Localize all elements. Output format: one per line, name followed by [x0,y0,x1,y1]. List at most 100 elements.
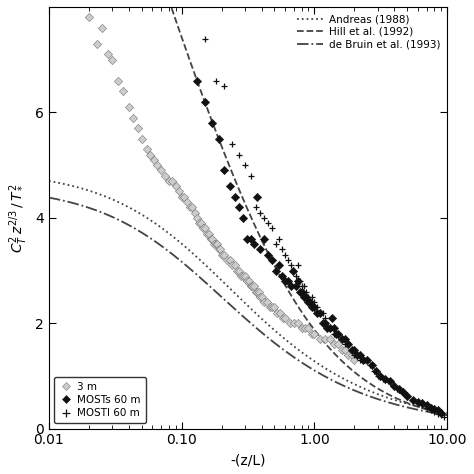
Point [345,351,352,359]
Point [351,346,358,353]
Andreas (1988) [346,379,352,384]
Point [125,103,133,111]
Point [321,319,329,327]
Point [434,410,442,418]
Hill et al. (1992) [226,163,232,168]
Point [261,214,268,221]
Point [231,262,238,269]
Point [287,283,294,290]
Point [109,56,116,64]
Point [310,330,318,337]
Point [303,288,310,295]
Point [313,309,321,317]
Point [292,272,299,280]
Point [294,277,301,285]
Point [205,230,212,237]
Point [307,298,314,306]
Point [209,235,216,243]
Point [199,225,207,232]
Point [193,214,201,221]
Point [161,172,169,180]
Point [366,362,374,369]
Y-axis label: $C_T^2\, z^{2/3}\, /\, T_*^2$: $C_T^2\, z^{2/3}\, /\, T_*^2$ [7,183,29,253]
Andreas (1988) [148,218,154,224]
Point [261,298,268,306]
Point [414,399,422,406]
Point [303,293,310,301]
Point [326,335,333,343]
Point [209,119,216,127]
Andreas (1988) [312,359,318,365]
Point [178,193,185,201]
Hill et al. (1992) [312,328,318,333]
Point [210,240,218,248]
Point [247,283,255,290]
Point [201,35,209,42]
Point [243,235,251,243]
Point [138,135,146,143]
Point [153,161,161,169]
Point [301,283,308,290]
Point [237,272,245,280]
Point [389,382,397,389]
de Bruin et al. (1993) [46,195,52,201]
Point [351,351,358,359]
de Bruin et al. (1993) [148,236,154,242]
Point [319,319,326,327]
Point [146,151,154,158]
Point [298,325,305,332]
Point [354,351,361,359]
Point [268,304,276,311]
Point [286,319,293,327]
Point [348,346,356,353]
Point [241,272,249,280]
Point [143,146,151,153]
Point [275,235,283,243]
Point [316,335,324,343]
Point [348,346,356,353]
Point [334,330,342,337]
Point [212,77,219,84]
Point [308,330,315,337]
Point [281,251,289,258]
Point [252,203,259,211]
Point [370,367,378,374]
Point [330,330,337,337]
Point [364,356,371,364]
Point [264,251,272,258]
Point [305,298,312,306]
Point [235,203,243,211]
Point [301,325,309,332]
Point [221,251,228,258]
Point [316,309,324,317]
Point [427,406,435,413]
Point [98,24,106,32]
Point [221,166,228,174]
Point [207,235,214,243]
Point [391,383,398,390]
Point [341,335,349,343]
Point [235,151,243,158]
Point [256,293,264,301]
Point [218,251,226,258]
X-axis label: -(z/L): -(z/L) [230,453,266,467]
Point [233,267,241,274]
Point [292,283,299,290]
Point [134,124,142,132]
Point [203,230,211,237]
Point [296,288,304,295]
Point [330,325,337,332]
Point [434,406,442,414]
Point [399,388,406,395]
Point [264,298,271,306]
Point [168,177,176,185]
Point [334,340,342,348]
Point [217,246,224,253]
Point [326,325,333,332]
Point [239,272,247,280]
Point [191,209,198,216]
Point [252,288,259,295]
Andreas (1988) [445,410,450,416]
Point [356,351,364,359]
Point [313,304,321,311]
